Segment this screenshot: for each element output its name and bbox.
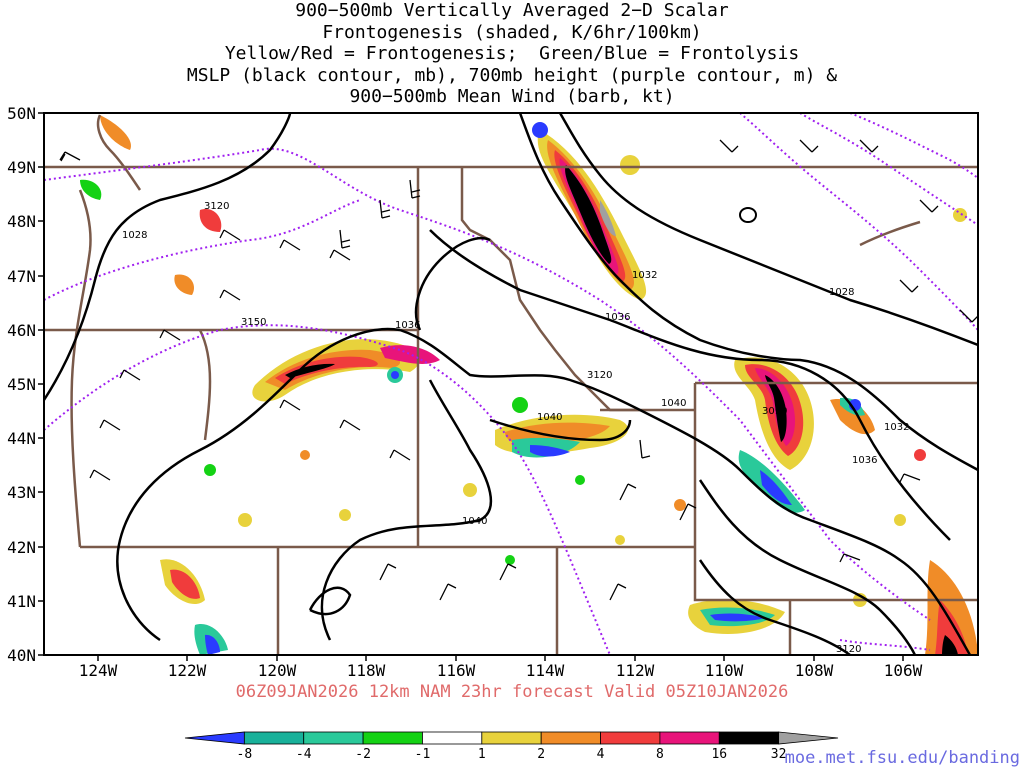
forecast-valid-text: 06Z09JAN2026 12km NAM 23hr forecast Vali… xyxy=(235,682,789,702)
lat-tick-label: 47N xyxy=(7,267,36,286)
mslp-label: 1040 xyxy=(462,516,487,527)
mslp-label: 1028 xyxy=(829,287,854,298)
lon-tick-label: 112W xyxy=(616,661,655,680)
lat-tick-label: 48N xyxy=(7,212,36,231)
colorbar-label: -1 xyxy=(415,747,431,762)
lon-tick-label: 106W xyxy=(884,661,923,680)
mslp-label: 1028 xyxy=(122,230,147,241)
colorbar-segments xyxy=(184,731,839,745)
colorbar-segment xyxy=(600,731,661,745)
contour-labels: 1028 1036 1032 1036 1040 1040 1040 1028 … xyxy=(122,201,909,655)
latitude-labels: 50N 49N 48N 47N 46N 45N 44N 43N 42N 41N … xyxy=(7,104,36,665)
frontogenesis-shading xyxy=(80,115,978,655)
colorbar-segment xyxy=(303,731,364,745)
height-label: 3120 xyxy=(836,644,861,655)
longitude-labels: 124W 122W 120W 118W 116W 114W 112W 110W … xyxy=(79,661,923,680)
mslp-contours xyxy=(44,113,978,655)
lat-tick-label: 44N xyxy=(7,429,36,448)
lon-tick-label: 110W xyxy=(705,661,744,680)
wind-barbs xyxy=(59,139,978,601)
lon-tick-label: 114W xyxy=(526,661,565,680)
lon-tick-label: 108W xyxy=(795,661,834,680)
mslp-label: 1036 xyxy=(605,312,630,323)
chart-title: 900−500mb Vertically Averaged 2−D Scalar… xyxy=(0,0,1024,108)
mslp-label: 1040 xyxy=(661,398,686,409)
colorbar-segment xyxy=(243,731,305,745)
title-line-2: Frontogenesis (shaded, K/6hr/100km) xyxy=(322,21,702,43)
colorbar-label: 16 xyxy=(711,747,727,762)
lat-tick-label: 40N xyxy=(7,646,36,665)
title-line-3: Yellow/Red = Frontogenesis; Green/Blue =… xyxy=(224,43,800,65)
lon-tick-label: 118W xyxy=(347,661,386,680)
colorbar: -8 -4 -2 -1 1 2 4 8 16 32 xyxy=(184,731,839,762)
colorbar-label: 32 xyxy=(771,747,787,762)
colorbar-label: -8 xyxy=(237,747,253,762)
colorbar-label: 1 xyxy=(478,747,486,762)
height-label: 3120 xyxy=(204,201,229,212)
state-borders xyxy=(44,114,978,655)
mslp-label: 1032 xyxy=(884,422,909,433)
colorbar-segment xyxy=(184,731,245,745)
colorbar-segment xyxy=(481,731,542,745)
lat-tick-label: 49N xyxy=(7,158,36,177)
colorbar-label: -4 xyxy=(296,747,312,762)
credit-url: moe.met.fsu.edu/banding xyxy=(784,748,1020,768)
axis-ticks xyxy=(38,112,904,661)
title-line-4: MSLP (black contour, mb), 700mb height (… xyxy=(186,64,838,86)
mslp-label: 1032 xyxy=(632,270,657,281)
colorbar-segment xyxy=(778,731,839,745)
lon-tick-label: 120W xyxy=(258,661,297,680)
frontogenesis-map: 1028 1036 1032 1036 1040 1040 1040 1028 … xyxy=(7,104,979,680)
height-label: 3090 xyxy=(762,406,787,417)
colorbar-labels: -8 -4 -2 -1 1 2 4 8 16 32 xyxy=(237,747,787,762)
mslp-label: 1036 xyxy=(852,455,877,466)
lat-tick-label: 46N xyxy=(7,321,36,340)
colorbar-label: 8 xyxy=(656,747,664,762)
lat-tick-label: 41N xyxy=(7,592,36,611)
colorbar-segment xyxy=(718,731,780,745)
colorbar-segment xyxy=(422,731,483,745)
lat-tick-label: 42N xyxy=(7,538,36,557)
colorbar-label: -2 xyxy=(355,747,371,762)
lon-tick-label: 116W xyxy=(437,661,476,680)
height-label: 3120 xyxy=(587,370,612,381)
lat-tick-label: 43N xyxy=(7,483,36,502)
lat-tick-label: 50N xyxy=(7,104,36,123)
mslp-label: 1040 xyxy=(537,412,562,423)
colorbar-segment xyxy=(540,731,601,745)
colorbar-segment xyxy=(362,731,423,745)
colorbar-segment xyxy=(659,731,720,745)
lat-tick-label: 45N xyxy=(7,375,36,394)
height-label: 3150 xyxy=(241,317,266,328)
mslp-label: 1036 xyxy=(395,320,420,331)
colorbar-label: 2 xyxy=(537,747,545,762)
height-contours xyxy=(44,113,978,655)
mslp-closed-contour xyxy=(739,207,757,223)
title-line-1: 900−500mb Vertically Averaged 2−D Scalar xyxy=(295,0,729,21)
colorbar-label: 4 xyxy=(597,747,605,762)
title-line-5: 900−500mb Mean Wind (barb, kt) xyxy=(349,86,675,108)
lon-tick-label: 122W xyxy=(168,661,207,680)
lon-tick-label: 124W xyxy=(79,661,118,680)
